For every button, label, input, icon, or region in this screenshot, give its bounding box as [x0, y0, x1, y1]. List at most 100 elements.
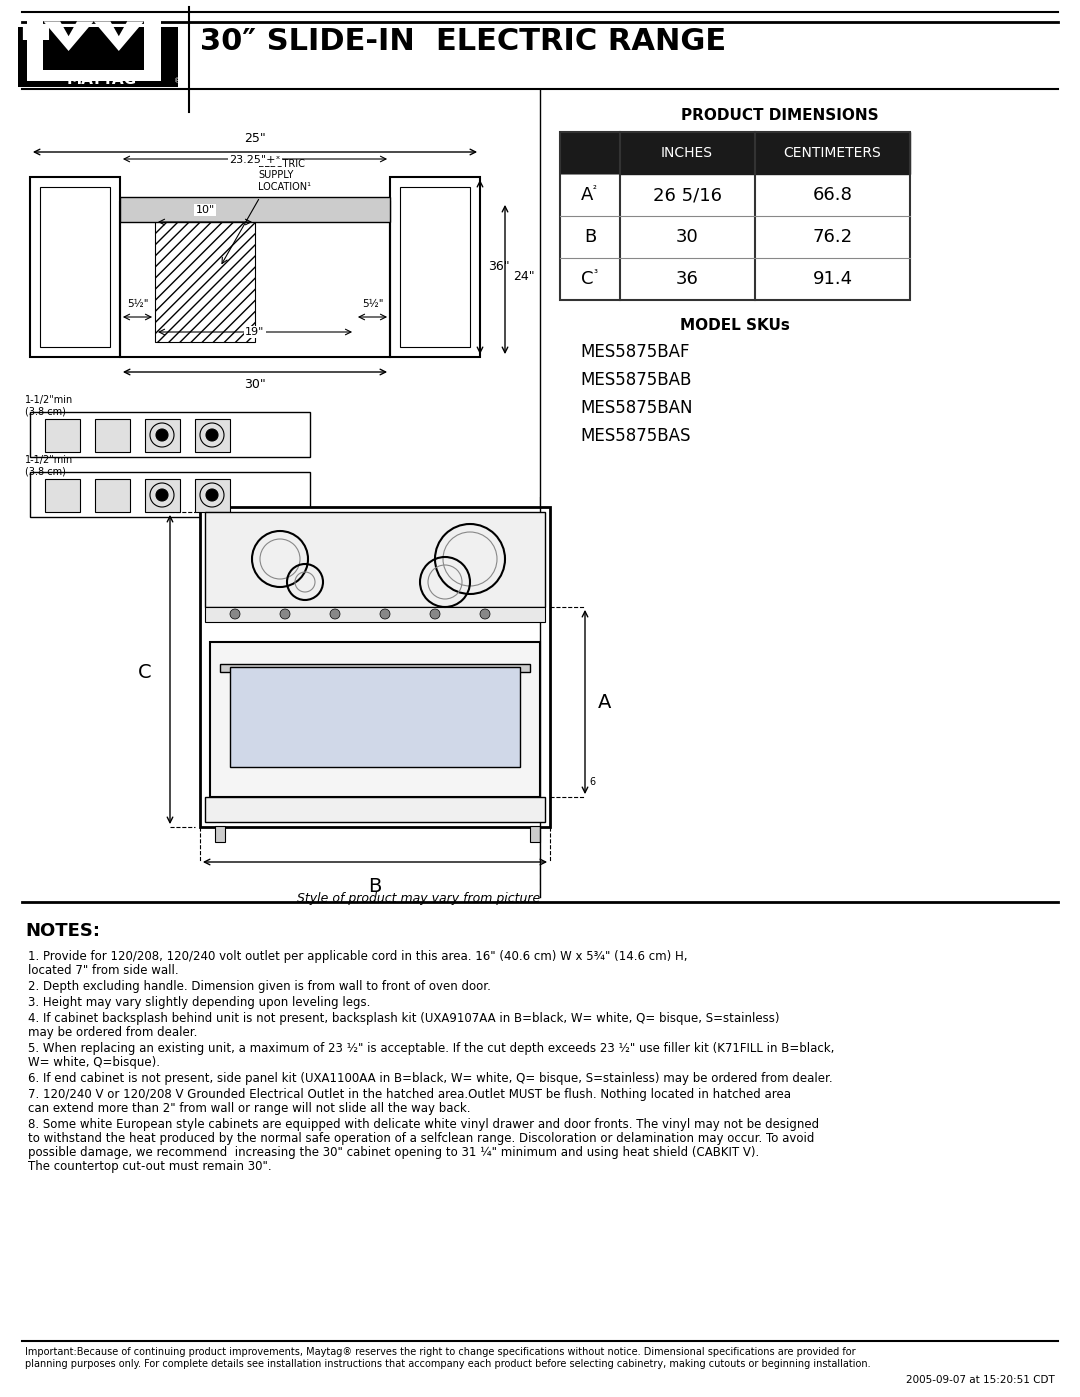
Text: CENTIMETERS: CENTIMETERS [783, 147, 881, 161]
Polygon shape [27, 21, 43, 81]
Text: MAYTAG: MAYTAG [67, 71, 137, 87]
Text: 76.2: 76.2 [812, 228, 852, 246]
Bar [561, 175, 620, 217]
Circle shape [156, 429, 168, 441]
Text: 3. Height may vary slightly depending upon leveling legs.: 3. Height may vary slightly depending up… [28, 996, 370, 1009]
Text: 5. When replacing an existing unit, a maximum of 23 ½" is acceptable. If the cut: 5. When replacing an existing unit, a ma… [28, 1042, 835, 1055]
Bar [45, 419, 80, 453]
Text: W= white, Q=bisque).: W= white, Q=bisque). [28, 1056, 160, 1069]
Text: ²: ² [593, 184, 597, 196]
Circle shape [156, 489, 168, 502]
Text: Style of product may vary from picture: Style of product may vary from picture [297, 893, 540, 905]
Text: 24": 24" [513, 271, 535, 284]
Text: ®: ® [174, 78, 181, 84]
Bar [205, 511, 545, 608]
Bar [18, 27, 178, 87]
Bar [220, 664, 530, 672]
Text: 26 5/16: 26 5/16 [653, 186, 723, 204]
Text: may be ordered from dealer.: may be ordered from dealer. [28, 1025, 198, 1039]
Polygon shape [144, 21, 161, 81]
Bar [145, 419, 180, 453]
Text: ELECTRIC
SUPPLY
LOCATION¹: ELECTRIC SUPPLY LOCATION¹ [258, 159, 311, 191]
Text: B: B [584, 228, 596, 246]
Bar [215, 826, 225, 842]
Text: located 7" from side wall.: located 7" from side wall. [28, 964, 178, 977]
Bar [400, 187, 470, 346]
Text: can extend more than 2" from wall or range will not slide all the way back.: can extend more than 2" from wall or ran… [28, 1102, 471, 1115]
Text: MODEL SKUs: MODEL SKUs [680, 319, 789, 332]
Circle shape [280, 609, 291, 619]
Text: 7. 120/240 V or 120/208 V Grounded Electrical Outlet in the hatched area.Outlet : 7. 120/240 V or 120/208 V Grounded Elect… [28, 1088, 791, 1101]
Bar [561, 175, 910, 217]
Text: ³: ³ [593, 270, 597, 279]
Bar [120, 203, 390, 358]
Text: 36: 36 [676, 270, 699, 288]
Polygon shape [27, 70, 161, 81]
Text: MES5875BAB: MES5875BAB [580, 372, 691, 388]
Text: 2005-09-07 at 15:20:51 CDT: 2005-09-07 at 15:20:51 CDT [906, 1375, 1055, 1384]
Bar [156, 217, 255, 342]
Text: MES5875BAN: MES5875BAN [580, 400, 692, 416]
Text: 30″ SLIDE-IN  ELECTRIC RANGE: 30″ SLIDE-IN ELECTRIC RANGE [200, 28, 726, 56]
Bar [120, 197, 390, 222]
Text: 1. Provide for 120/208, 120/240 volt outlet per applicable cord in this area. 16: 1. Provide for 120/208, 120/240 volt out… [28, 950, 688, 963]
Text: C: C [138, 662, 152, 682]
Bar [30, 177, 120, 358]
Bar [30, 472, 310, 517]
Bar [561, 131, 910, 175]
Text: 10": 10" [195, 205, 215, 215]
Text: A: A [598, 693, 611, 711]
Bar [390, 177, 480, 358]
Text: to withstand the heat produced by the normal safe operation of a selfclean range: to withstand the heat produced by the no… [28, 1132, 814, 1146]
Bar [95, 479, 130, 511]
Bar [210, 643, 540, 798]
Text: MES5875BAF: MES5875BAF [580, 344, 689, 360]
Text: 25": 25" [244, 131, 266, 145]
Text: 19": 19" [245, 327, 265, 337]
Text: ████: ████ [22, 27, 49, 41]
Text: 66.8: 66.8 [812, 186, 852, 204]
Text: MES5875BAS: MES5875BAS [580, 427, 690, 446]
Text: Important:Because of continuing product improvements, Maytag® reserves the right: Important:Because of continuing product … [25, 1347, 870, 1369]
Text: 30": 30" [244, 379, 266, 391]
Bar [205, 798, 545, 821]
Bar [561, 131, 910, 300]
Text: C: C [581, 270, 593, 288]
Polygon shape [94, 21, 144, 50]
Bar [200, 507, 550, 827]
Bar [530, 826, 540, 842]
Text: 1-1/2"min
(3.8 cm): 1-1/2"min (3.8 cm) [25, 395, 73, 416]
Circle shape [206, 489, 218, 502]
Circle shape [230, 609, 240, 619]
Text: 23.25"+ˣ: 23.25"+ˣ [229, 155, 281, 165]
Bar [561, 217, 620, 258]
Polygon shape [43, 21, 94, 50]
Bar [230, 666, 519, 767]
Bar [45, 479, 80, 511]
Bar [40, 187, 110, 346]
Text: INCHES: INCHES [661, 147, 713, 161]
Text: 8. Some white European style cabinets are equipped with delicate white vinyl dra: 8. Some white European style cabinets ar… [28, 1118, 819, 1132]
Bar [561, 258, 620, 300]
Bar [561, 217, 910, 258]
Text: 30: 30 [676, 228, 699, 246]
Text: 6. If end cabinet is not present, side panel kit (UXA1100AA in B=black, W= white: 6. If end cabinet is not present, side p… [28, 1071, 833, 1085]
Bar [195, 479, 230, 511]
Text: 36": 36" [488, 260, 510, 274]
Bar [95, 419, 130, 453]
Circle shape [206, 429, 218, 441]
Circle shape [330, 609, 340, 619]
Text: 5½": 5½" [362, 299, 383, 309]
Text: 1-1/2"min
(3.8 cm): 1-1/2"min (3.8 cm) [25, 455, 73, 476]
Text: 4. If cabinet backsplash behind unit is not present, backsplash kit (UXA9107AA i: 4. If cabinet backsplash behind unit is … [28, 1011, 780, 1025]
Circle shape [430, 609, 440, 619]
Text: possible damage, we recommend  increasing the 30" cabinet opening to 31 ¼" minim: possible damage, we recommend increasing… [28, 1146, 759, 1160]
Circle shape [480, 609, 490, 619]
Bar [30, 412, 310, 457]
Text: 5½": 5½" [127, 299, 149, 309]
Bar [145, 479, 180, 511]
Text: The countertop cut-out must remain 30".: The countertop cut-out must remain 30". [28, 1160, 272, 1173]
Bar [195, 419, 230, 453]
Text: NOTES:: NOTES: [25, 922, 100, 940]
Text: A: A [581, 186, 593, 204]
